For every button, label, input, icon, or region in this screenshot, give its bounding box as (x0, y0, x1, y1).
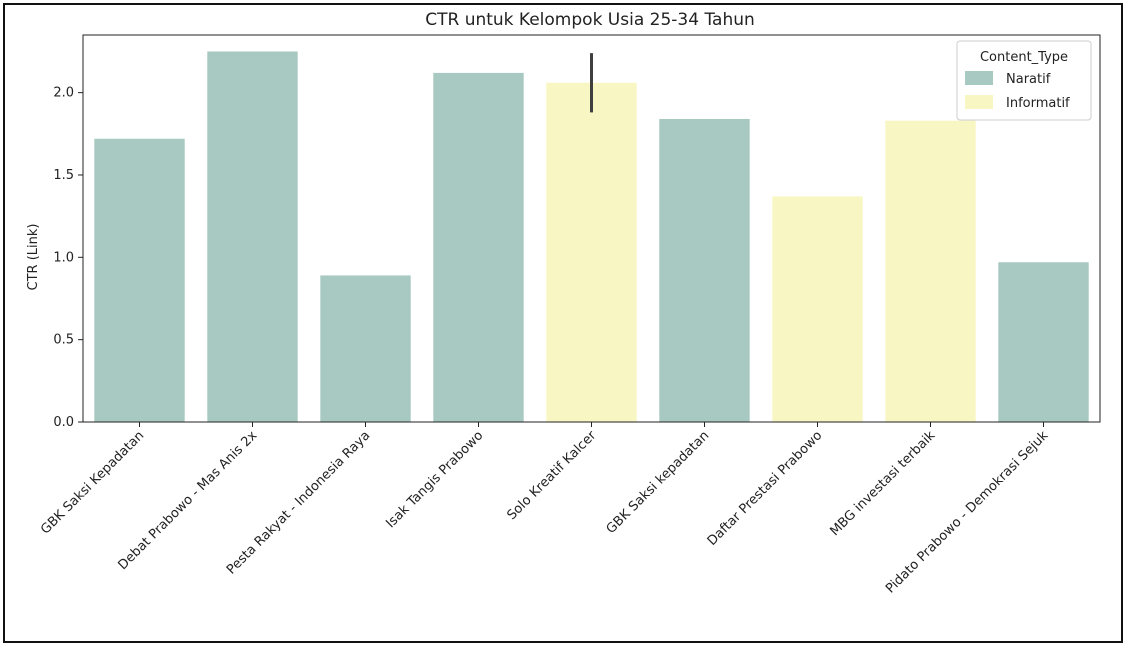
bar (885, 120, 976, 423)
bar (207, 51, 298, 423)
legend-label: Informatif (1006, 96, 1070, 111)
bar (320, 275, 411, 422)
y-tick-label: 1.5 (53, 168, 74, 183)
legend: Content_Type Naratif Informatif (956, 40, 1092, 121)
y-tick-label: 1.0 (53, 250, 74, 265)
legend-swatch (965, 95, 993, 109)
x-tick-label: Isak Tangis Prabowo (383, 428, 486, 531)
y-axis-label: CTR (Link) (26, 224, 41, 291)
x-tick-label: GBK Saksi Kepadatan (38, 428, 147, 537)
bar (94, 138, 185, 422)
y-tick-label: 2.0 (53, 86, 74, 101)
bar (772, 196, 863, 422)
y-tick-label: 0.0 (53, 415, 74, 430)
legend-title: Content_Type (980, 50, 1068, 65)
x-tick-label: GBK Saksi kepadatan (604, 428, 713, 537)
y-tick-label: 0.5 (53, 333, 74, 348)
legend-label: Naratif (1006, 72, 1051, 87)
chart-title: CTR untuk Kelompok Usia 25-34 Tahun (425, 10, 755, 30)
bar (433, 72, 524, 423)
bar (546, 82, 637, 422)
x-tick-label: MBG investasi terbaik (827, 428, 938, 539)
x-tick-label: Daftar Prestasi Prabowo (705, 428, 826, 549)
bar (659, 118, 750, 422)
x-tick-label: Solo Kreatif Kalcer (504, 428, 599, 523)
legend-swatch (965, 71, 993, 85)
bar (998, 262, 1089, 422)
